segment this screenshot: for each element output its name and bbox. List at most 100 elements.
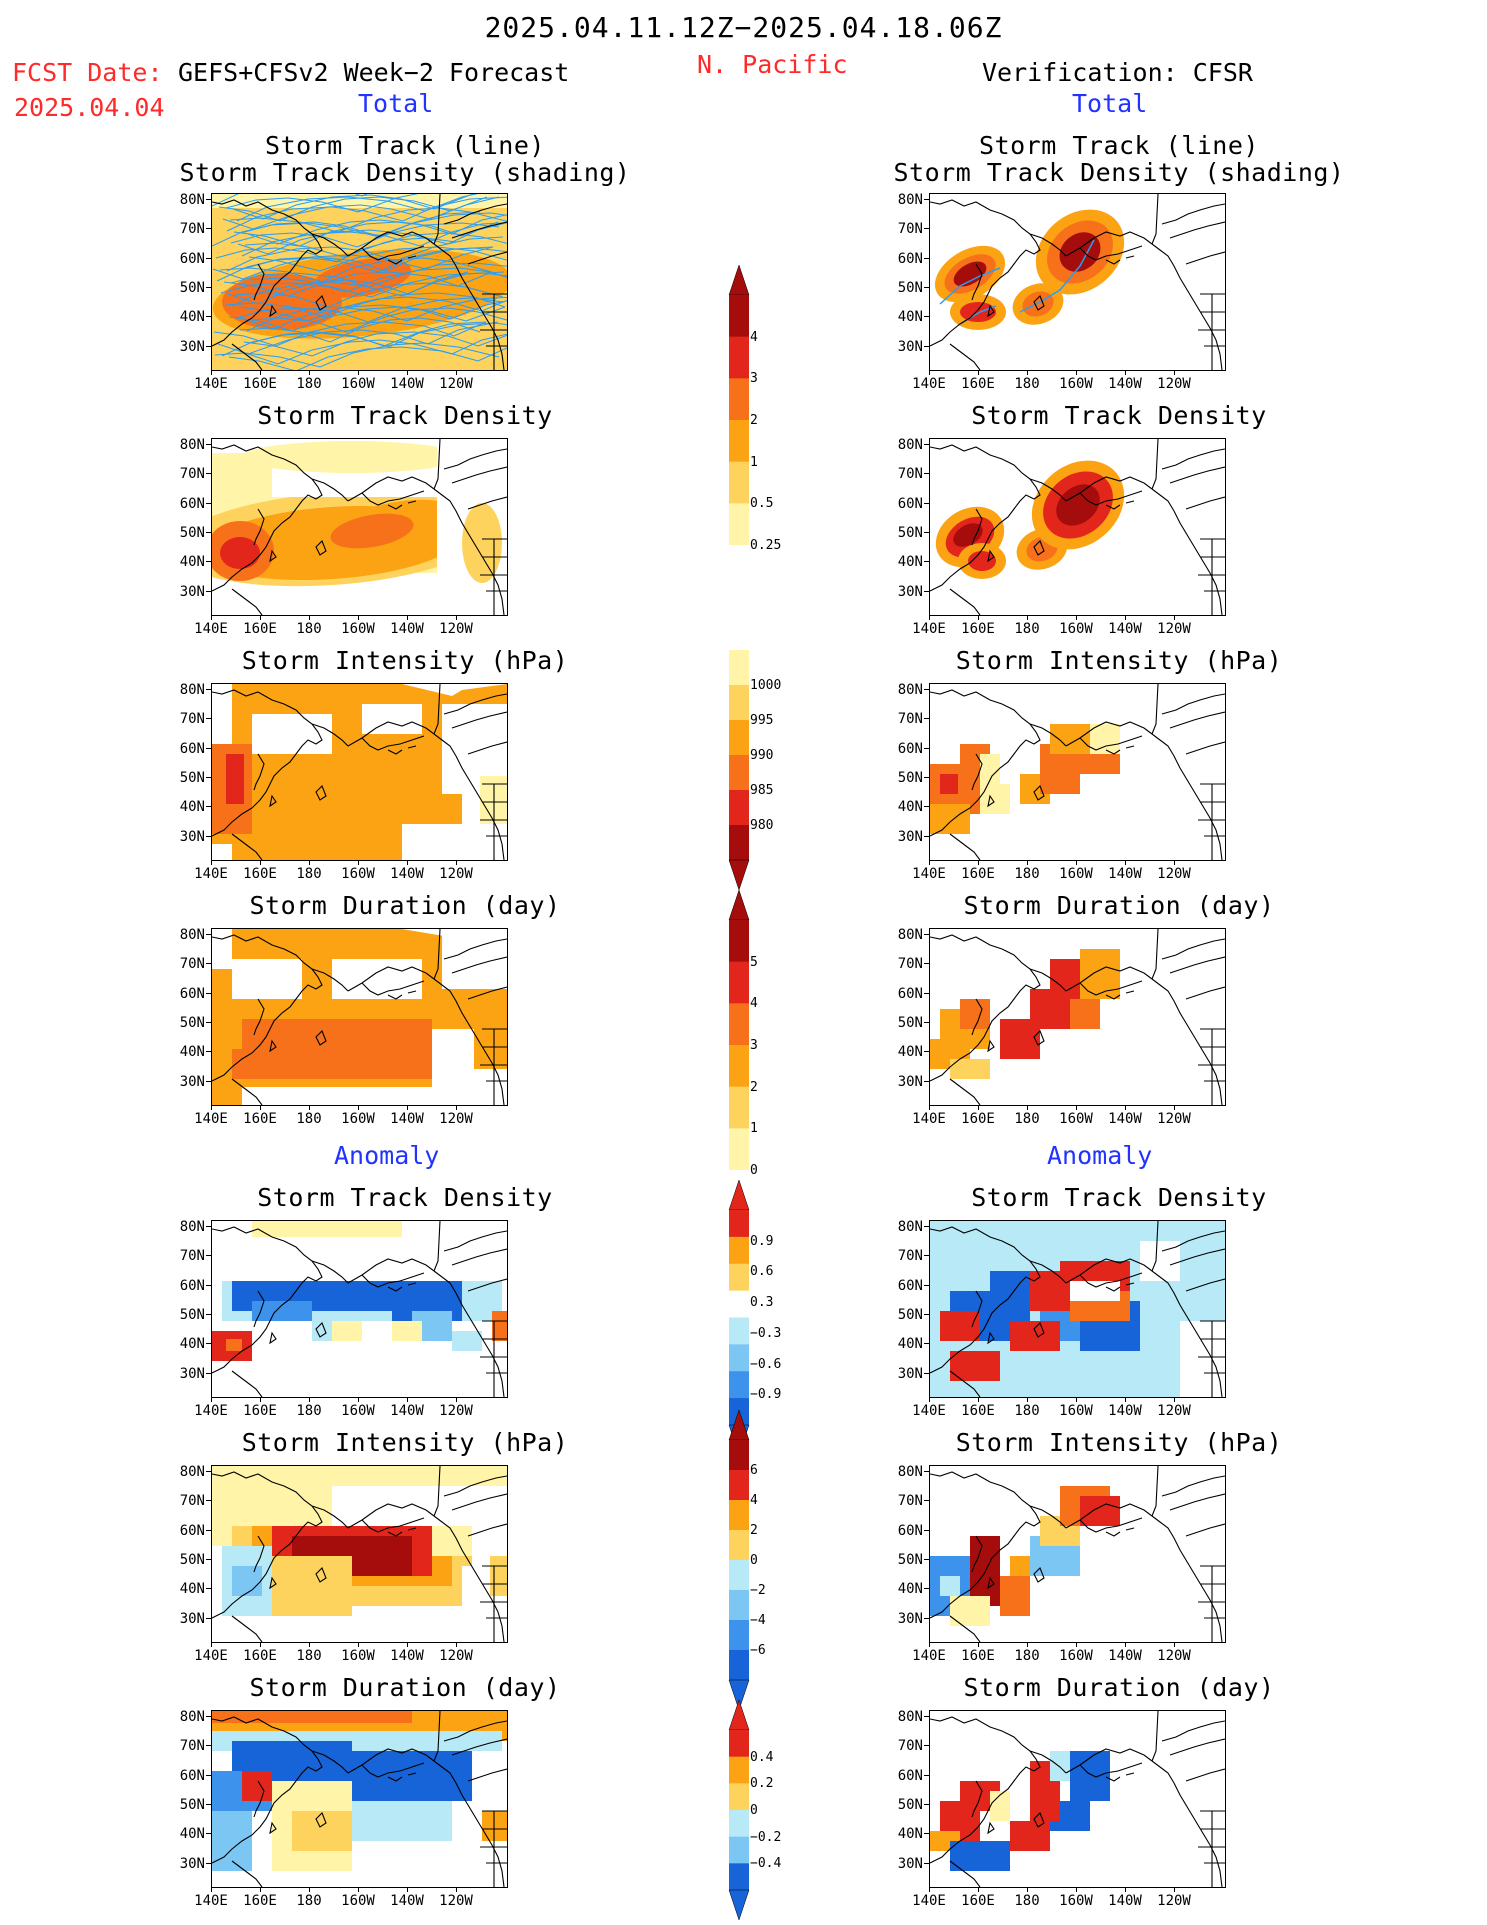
lat-tick-label: 60N: [179, 740, 205, 757]
lon-tick-mark: [309, 1642, 310, 1647]
lat-tick-mark: [206, 1833, 211, 1835]
lon-tick-label: 140W: [390, 376, 424, 392]
lat-tick-mark: [206, 1021, 211, 1023]
lon-tick-label: 140W: [390, 621, 424, 637]
lat-tick-mark: [924, 1833, 929, 1835]
lat-tick-label: 30N: [897, 1073, 923, 1090]
lon-tick-label: 160W: [341, 1648, 375, 1664]
lon-tick-label: 120W: [1157, 1111, 1191, 1127]
lat-tick-label: 40N: [897, 309, 923, 326]
lat-tick-mark: [924, 590, 929, 592]
lon-tick-label: 140E: [194, 866, 228, 882]
lat-tick-label: 40N: [897, 1044, 923, 1061]
map-panel-r-ianom: [929, 1465, 1226, 1643]
lat-tick-mark: [924, 473, 929, 475]
lat-tick-label: 60N: [179, 1522, 205, 1539]
lat-tick-mark: [206, 718, 211, 720]
lon-tick-mark: [978, 1887, 979, 1892]
lon-tick-mark: [407, 1887, 408, 1892]
lat-tick-mark: [206, 1343, 211, 1345]
lon-tick-label: 180: [1014, 866, 1040, 882]
colorbar-label: −0.2: [750, 1829, 782, 1845]
lat-tick-label: 30N: [897, 583, 923, 600]
lon-tick-mark: [929, 1397, 930, 1402]
lon-tick-mark: [211, 1887, 212, 1892]
lat-tick-label: 70N: [179, 221, 205, 238]
anomaly-left-label: Anomaly: [334, 1141, 440, 1170]
lon-tick-label: 180: [1014, 376, 1040, 392]
lat-tick-mark: [924, 1021, 929, 1023]
lat-tick-mark: [924, 1558, 929, 1560]
lat-tick-label: 70N: [179, 1738, 205, 1755]
lat-tick-mark: [206, 1284, 211, 1286]
lat-tick-label: 50N: [897, 1306, 923, 1323]
lat-tick-mark: [924, 502, 929, 504]
lon-tick-label: 160E: [961, 621, 995, 637]
fcst-date-label: FCST Date:: [12, 58, 163, 87]
lon-tick-label: 160E: [243, 1111, 277, 1127]
lat-tick-label: 80N: [179, 1219, 205, 1235]
lat-tick-label: 50N: [179, 524, 205, 541]
lon-tick-label: 120W: [1157, 1403, 1191, 1419]
lon-tick-mark: [1027, 1397, 1028, 1402]
lon-tick-mark: [1027, 370, 1028, 375]
lat-tick-mark: [924, 747, 929, 749]
lon-tick-mark: [1076, 615, 1077, 620]
lat-tick-label: 60N: [179, 1767, 205, 1784]
lon-tick-mark: [1174, 860, 1175, 865]
lon-tick-mark: [407, 860, 408, 865]
lat-tick-label: 30N: [897, 338, 923, 355]
lon-tick-label: 180: [296, 866, 322, 882]
colorbar-label: 1: [750, 1121, 758, 1137]
lon-tick-mark: [1027, 1642, 1028, 1647]
lat-tick-label: 60N: [179, 495, 205, 512]
lon-tick-label: 160W: [341, 1403, 375, 1419]
colorbar-label: 995: [750, 713, 774, 728]
lon-tick-label: 180: [1014, 1403, 1040, 1419]
lon-tick-label: 160W: [1059, 1403, 1093, 1419]
lat-tick-mark: [924, 257, 929, 259]
lat-tick-label: 70N: [179, 466, 205, 483]
lat-tick-mark: [924, 531, 929, 533]
lat-tick-label: 60N: [897, 1522, 923, 1539]
lat-tick-label: 50N: [897, 1551, 923, 1568]
lat-tick-label: 70N: [179, 1248, 205, 1265]
lat-tick-label: 60N: [179, 250, 205, 267]
lon-tick-mark: [211, 615, 212, 620]
lat-tick-mark: [924, 444, 929, 445]
lat-tick-mark: [924, 1080, 929, 1082]
lon-tick-mark: [978, 1105, 979, 1110]
lat-tick-mark: [206, 1500, 211, 1502]
colorbar-label: 4: [750, 1493, 758, 1508]
lat-tick-mark: [924, 561, 929, 563]
lon-tick-label: 160W: [1059, 621, 1093, 637]
lat-tick-label: 70N: [897, 466, 923, 483]
right-density-title: Storm Track Density: [971, 401, 1267, 430]
map-panel-l-intensity: [211, 683, 508, 861]
lon-tick-mark: [929, 1642, 930, 1647]
lon-tick-label: 160W: [1059, 1893, 1093, 1909]
colorbar-label: 0.3: [750, 1295, 774, 1311]
lon-tick-mark: [929, 1887, 930, 1892]
region-label: N. Pacific: [697, 50, 848, 79]
lat-tick-mark: [206, 1745, 211, 1747]
lon-tick-label: 160E: [243, 1403, 277, 1419]
lon-tick-mark: [1125, 1397, 1126, 1402]
lat-tick-mark: [206, 1774, 211, 1776]
lon-tick-label: 140E: [194, 1403, 228, 1419]
lon-tick-mark: [1027, 615, 1028, 620]
lon-tick-mark: [358, 370, 359, 375]
lat-tick-mark: [924, 1716, 929, 1717]
total-left-label: Total: [358, 89, 434, 118]
colorbar-label: 0.4: [750, 1749, 774, 1765]
lat-tick-mark: [924, 963, 929, 965]
lon-tick-label: 160W: [1059, 1111, 1093, 1127]
right-duration-anomaly-title: Storm Duration (day): [963, 1673, 1275, 1702]
colorbar-label: 1: [750, 454, 758, 470]
lon-tick-label: 140W: [390, 1111, 424, 1127]
lat-tick-label: 70N: [179, 956, 205, 973]
lon-tick-mark: [978, 1642, 979, 1647]
lat-tick-mark: [924, 345, 929, 347]
lon-tick-label: 180: [296, 1111, 322, 1127]
lon-tick-mark: [1027, 860, 1028, 865]
